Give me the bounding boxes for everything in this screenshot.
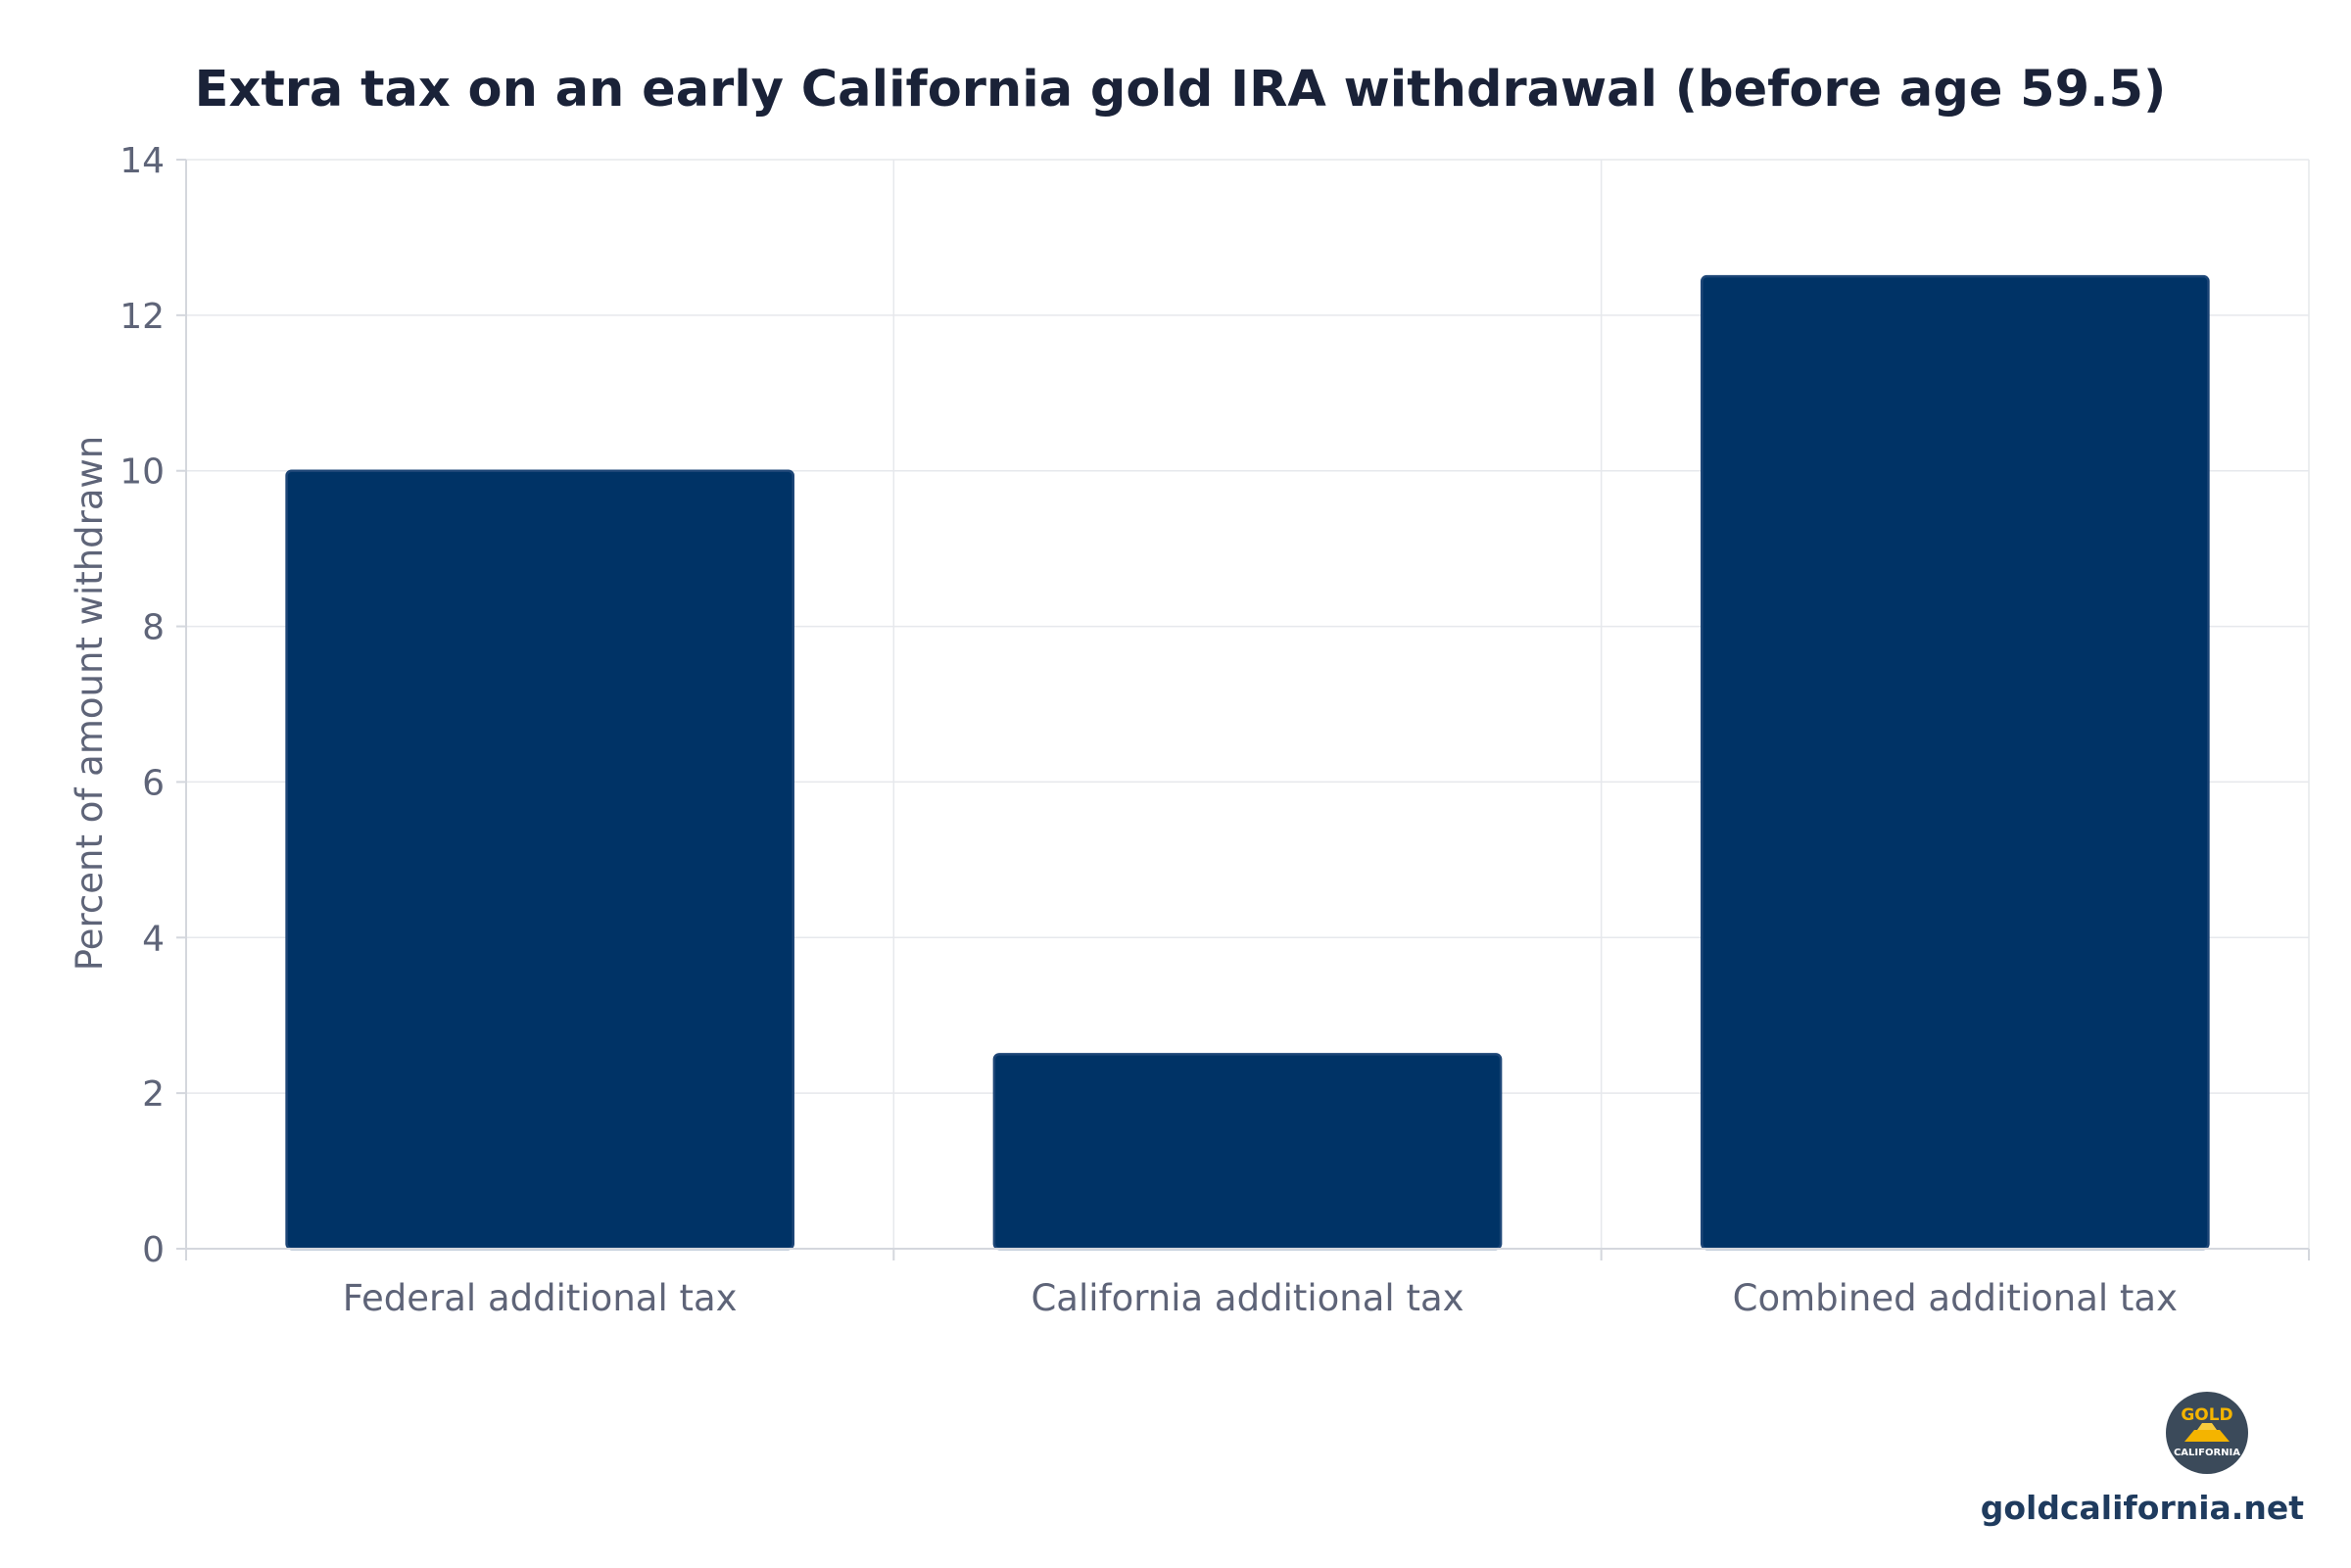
y-tick-label: 6 (142, 763, 165, 803)
site-url: goldcalifornia.net (1980, 1489, 2304, 1527)
axes (176, 159, 2310, 1260)
bar-combined-additional-tax (1700, 274, 2210, 1251)
y-tick-label: 2 (142, 1074, 165, 1115)
footer: GOLD CALIFORNIA goldcalifornia.net (1981, 1391, 2304, 1527)
y-tick-labels: 0 2 4 6 8 10 12 14 (120, 141, 165, 1270)
logo-text-bottom: CALIFORNIA (2174, 1448, 2240, 1458)
y-tick-label: 14 (120, 141, 165, 181)
y-tick-label: 4 (142, 919, 165, 959)
bar-federal-additional-tax (285, 469, 795, 1251)
x-category-label: Combined additional tax (1733, 1277, 2178, 1319)
logo-text-top: GOLD (2181, 1405, 2232, 1425)
chart-title: Extra tax on an early California gold IR… (195, 61, 2167, 119)
y-tick-label: 10 (120, 452, 165, 493)
y-tick-label: 12 (120, 297, 165, 337)
y-tick-label: 8 (142, 608, 165, 648)
x-category-labels: Federal additional tax California additio… (343, 1277, 2178, 1319)
bar-california-additional-tax (992, 1053, 1503, 1251)
bars (285, 274, 2210, 1251)
y-axis-label: Percent of amount withdrawn (69, 436, 111, 972)
gold-california-logo: GOLD CALIFORNIA (2166, 1392, 2248, 1474)
y-tick-label: 0 (142, 1230, 165, 1270)
x-category-label: California additional tax (1031, 1277, 1463, 1319)
x-category-label: Federal additional tax (343, 1277, 738, 1319)
